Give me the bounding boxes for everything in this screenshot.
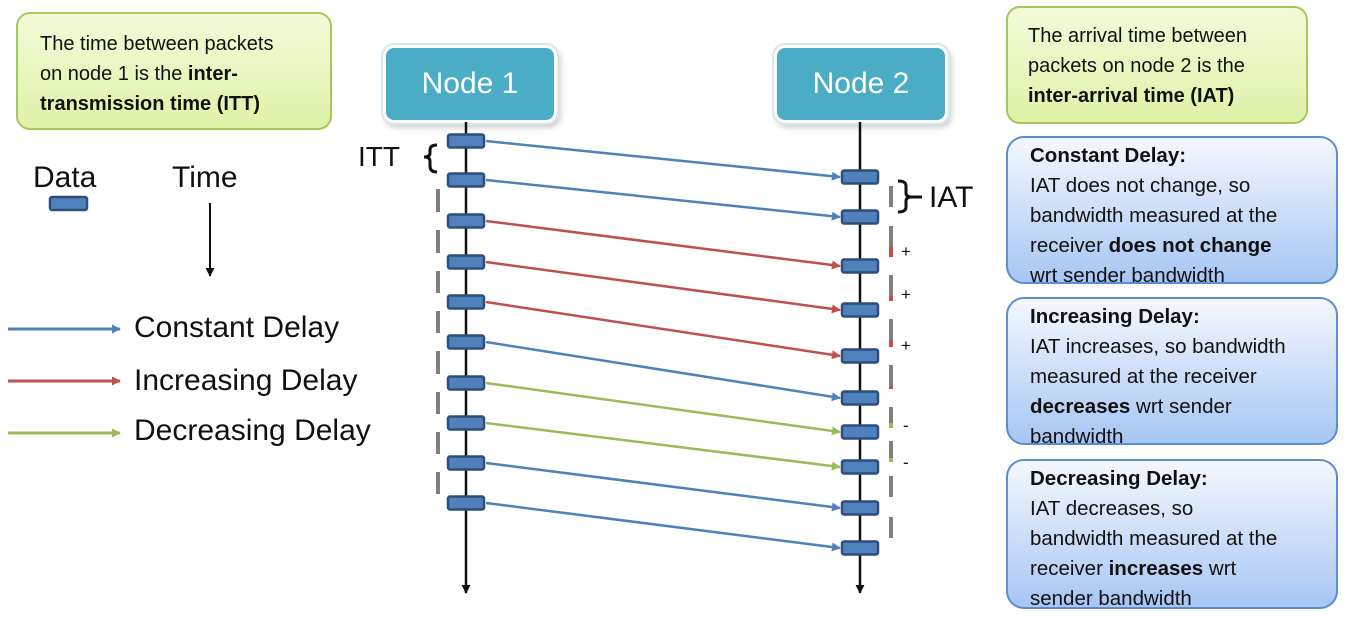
- iat-note: The arrival time between packets on node…: [1006, 6, 1308, 124]
- constant-delay-line1: IAT does not change, so: [1030, 174, 1251, 197]
- node-1-box: Node 1: [386, 48, 554, 120]
- node-1-packet-7: [446, 375, 486, 391]
- legend-decreasing-label: Decreasing Delay: [134, 414, 371, 447]
- node-1-packet-1: [446, 133, 486, 149]
- decreasing-delay-title: Decreasing Delay:: [1030, 467, 1208, 490]
- node-2-packet-10: [840, 540, 880, 556]
- increasing-delay-line4: bandwidth: [1030, 425, 1124, 448]
- node-1-packet-10: [446, 495, 486, 511]
- transmission-arrow-10: [485, 501, 841, 552]
- minus-mark-2: -: [903, 453, 909, 472]
- decreasing-delay-info: Decreasing Delay: IAT decreases, so band…: [1006, 459, 1338, 610]
- decreasing-delay-line4: sender bandwidth: [1030, 587, 1192, 610]
- itt-brace: [423, 143, 438, 174]
- transmission-arrow-1: [485, 139, 841, 181]
- iat-note-line1: The arrival time between: [1028, 25, 1247, 47]
- node-1-packet-5: [446, 294, 486, 310]
- transmission-arrow-2: [485, 178, 841, 221]
- legend-increasing-label: Increasing Delay: [134, 364, 358, 397]
- itt-label: ITT: [358, 141, 400, 172]
- transmission-arrow-4: [485, 260, 841, 314]
- legend-constant-label: Constant Delay: [134, 311, 340, 344]
- increasing-delay-line1: IAT increases, so bandwidth: [1030, 335, 1286, 358]
- iat-note-line3: inter-arrival time (IAT): [1028, 85, 1235, 107]
- minus-mark-1: -: [903, 416, 909, 435]
- iat-note-line2: packets on node 2 is the: [1028, 55, 1245, 77]
- itt-note-line2a: on node 1 is the: [40, 63, 188, 85]
- transmission-arrow-9: [485, 461, 841, 512]
- data-packet-icon: [48, 195, 89, 212]
- increasing-delay-line3b: wrt sender: [1130, 395, 1232, 418]
- node-1-packet-6: [446, 334, 486, 350]
- itt-note-line3: transmission time (ITT): [40, 93, 261, 115]
- iat-brace: [897, 179, 913, 214]
- data-legend-label: Data: [33, 161, 97, 194]
- transmission-arrow-7: [485, 381, 841, 436]
- decreasing-delay-line1: IAT decreases, so: [1030, 497, 1194, 520]
- plus-mark-2: +: [901, 285, 911, 304]
- transmission-arrow-8: [485, 421, 841, 471]
- transmission-arrow-5: [485, 300, 841, 360]
- node-2-packet-8: [840, 459, 880, 475]
- node-2-packet-9: [840, 500, 880, 516]
- constant-delay-line4: wrt sender bandwidth: [1030, 264, 1225, 287]
- itt-note-line2b: inter-: [187, 63, 238, 85]
- increasing-delay-title: Increasing Delay:: [1030, 305, 1200, 328]
- increasing-delay-line3a: decreases: [1030, 395, 1131, 418]
- node-2-packet-5: [840, 348, 880, 364]
- node-2-box: Node 2: [777, 48, 945, 120]
- time-legend-label: Time: [172, 161, 238, 194]
- node-2-packet-6: [840, 390, 880, 406]
- node-2-packet-3: [840, 258, 880, 274]
- node-2-packet-7: [840, 424, 880, 440]
- constant-delay-info: Constant Delay: IAT does not change, so …: [1006, 136, 1338, 287]
- constant-delay-line3a: receiver: [1030, 234, 1109, 257]
- node-2-packet-1: [840, 169, 880, 185]
- plus-mark-3: +: [901, 336, 911, 355]
- itt-note-line1: The time between packets: [40, 33, 274, 55]
- increasing-delay-line2: measured at the receiver: [1030, 365, 1257, 388]
- node-1-packet-4: [446, 254, 486, 270]
- plus-mark-1: +: [901, 242, 911, 261]
- node-1-packet-3: [446, 213, 486, 229]
- constant-delay-title: Constant Delay:: [1030, 144, 1187, 167]
- node-2-packet-4: [840, 302, 880, 318]
- constant-delay-line3b: does not change: [1108, 234, 1272, 257]
- constant-delay-line2: bandwidth measured at the: [1030, 204, 1278, 227]
- decreasing-delay-line3c: wrt: [1203, 557, 1237, 580]
- node-1-packet-9: [446, 455, 486, 471]
- node-2-packet-2: [840, 209, 880, 225]
- iat-label: IAT: [929, 181, 974, 214]
- itt-note: The time between packets on node 1 is th…: [16, 12, 332, 130]
- transmission-arrow-6: [485, 340, 841, 402]
- transmission-arrow-3: [485, 219, 841, 270]
- decreasing-delay-line2: bandwidth measured at the: [1030, 527, 1278, 550]
- node-1-packet-8: [446, 415, 486, 431]
- decreasing-delay-line3b: increases: [1108, 557, 1204, 580]
- decreasing-delay-line3a: receiver: [1030, 557, 1109, 580]
- increasing-delay-info: Increasing Delay: IAT increases, so band…: [1006, 297, 1338, 448]
- node-1-packet-2: [446, 172, 486, 188]
